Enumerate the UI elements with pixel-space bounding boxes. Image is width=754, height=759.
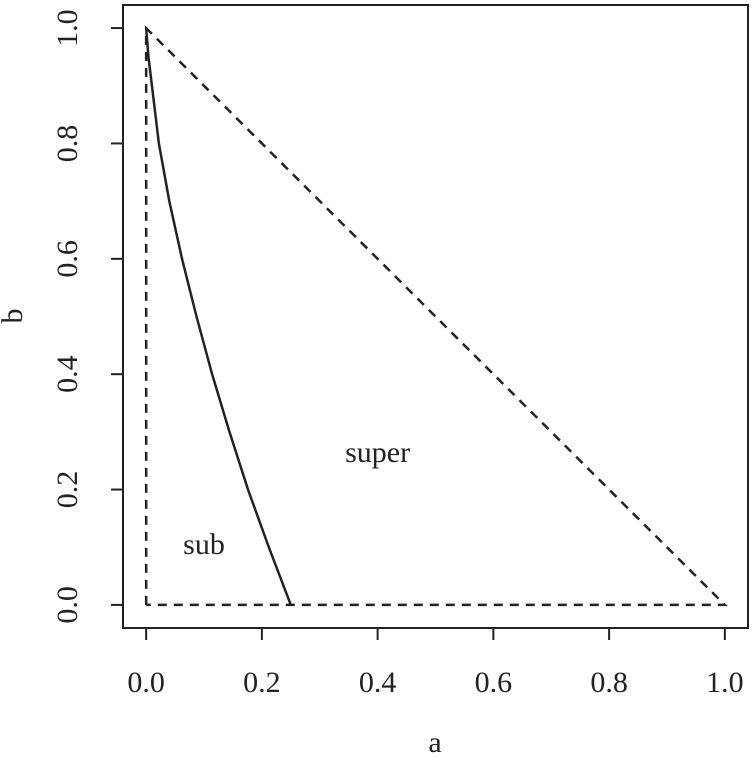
y-tick-label: 0.4 (51, 355, 84, 393)
y-tick-label: 1.0 (51, 9, 84, 47)
x-tick-label: 1.0 (706, 666, 744, 699)
y-axis-label: b (0, 309, 29, 324)
y-tick-label: 0.8 (51, 125, 84, 163)
x-tick-label: 0.2 (243, 666, 281, 699)
x-tick-label: 0.6 (475, 666, 513, 699)
y-tick-label: 0.6 (51, 240, 84, 278)
y-tick-label: 0.2 (51, 471, 84, 509)
x-tick-label: 0.8 (590, 666, 628, 699)
x-tick-label: 0.0 (127, 666, 165, 699)
line-series (144, 27, 292, 606)
y-tick-label: 0.0 (51, 586, 84, 624)
x-axis-label: a (428, 726, 441, 759)
line-series (144, 25, 728, 607)
annotation: super (345, 436, 410, 469)
annotation: sub (183, 528, 225, 561)
x-tick-label: 0.4 (359, 666, 397, 699)
